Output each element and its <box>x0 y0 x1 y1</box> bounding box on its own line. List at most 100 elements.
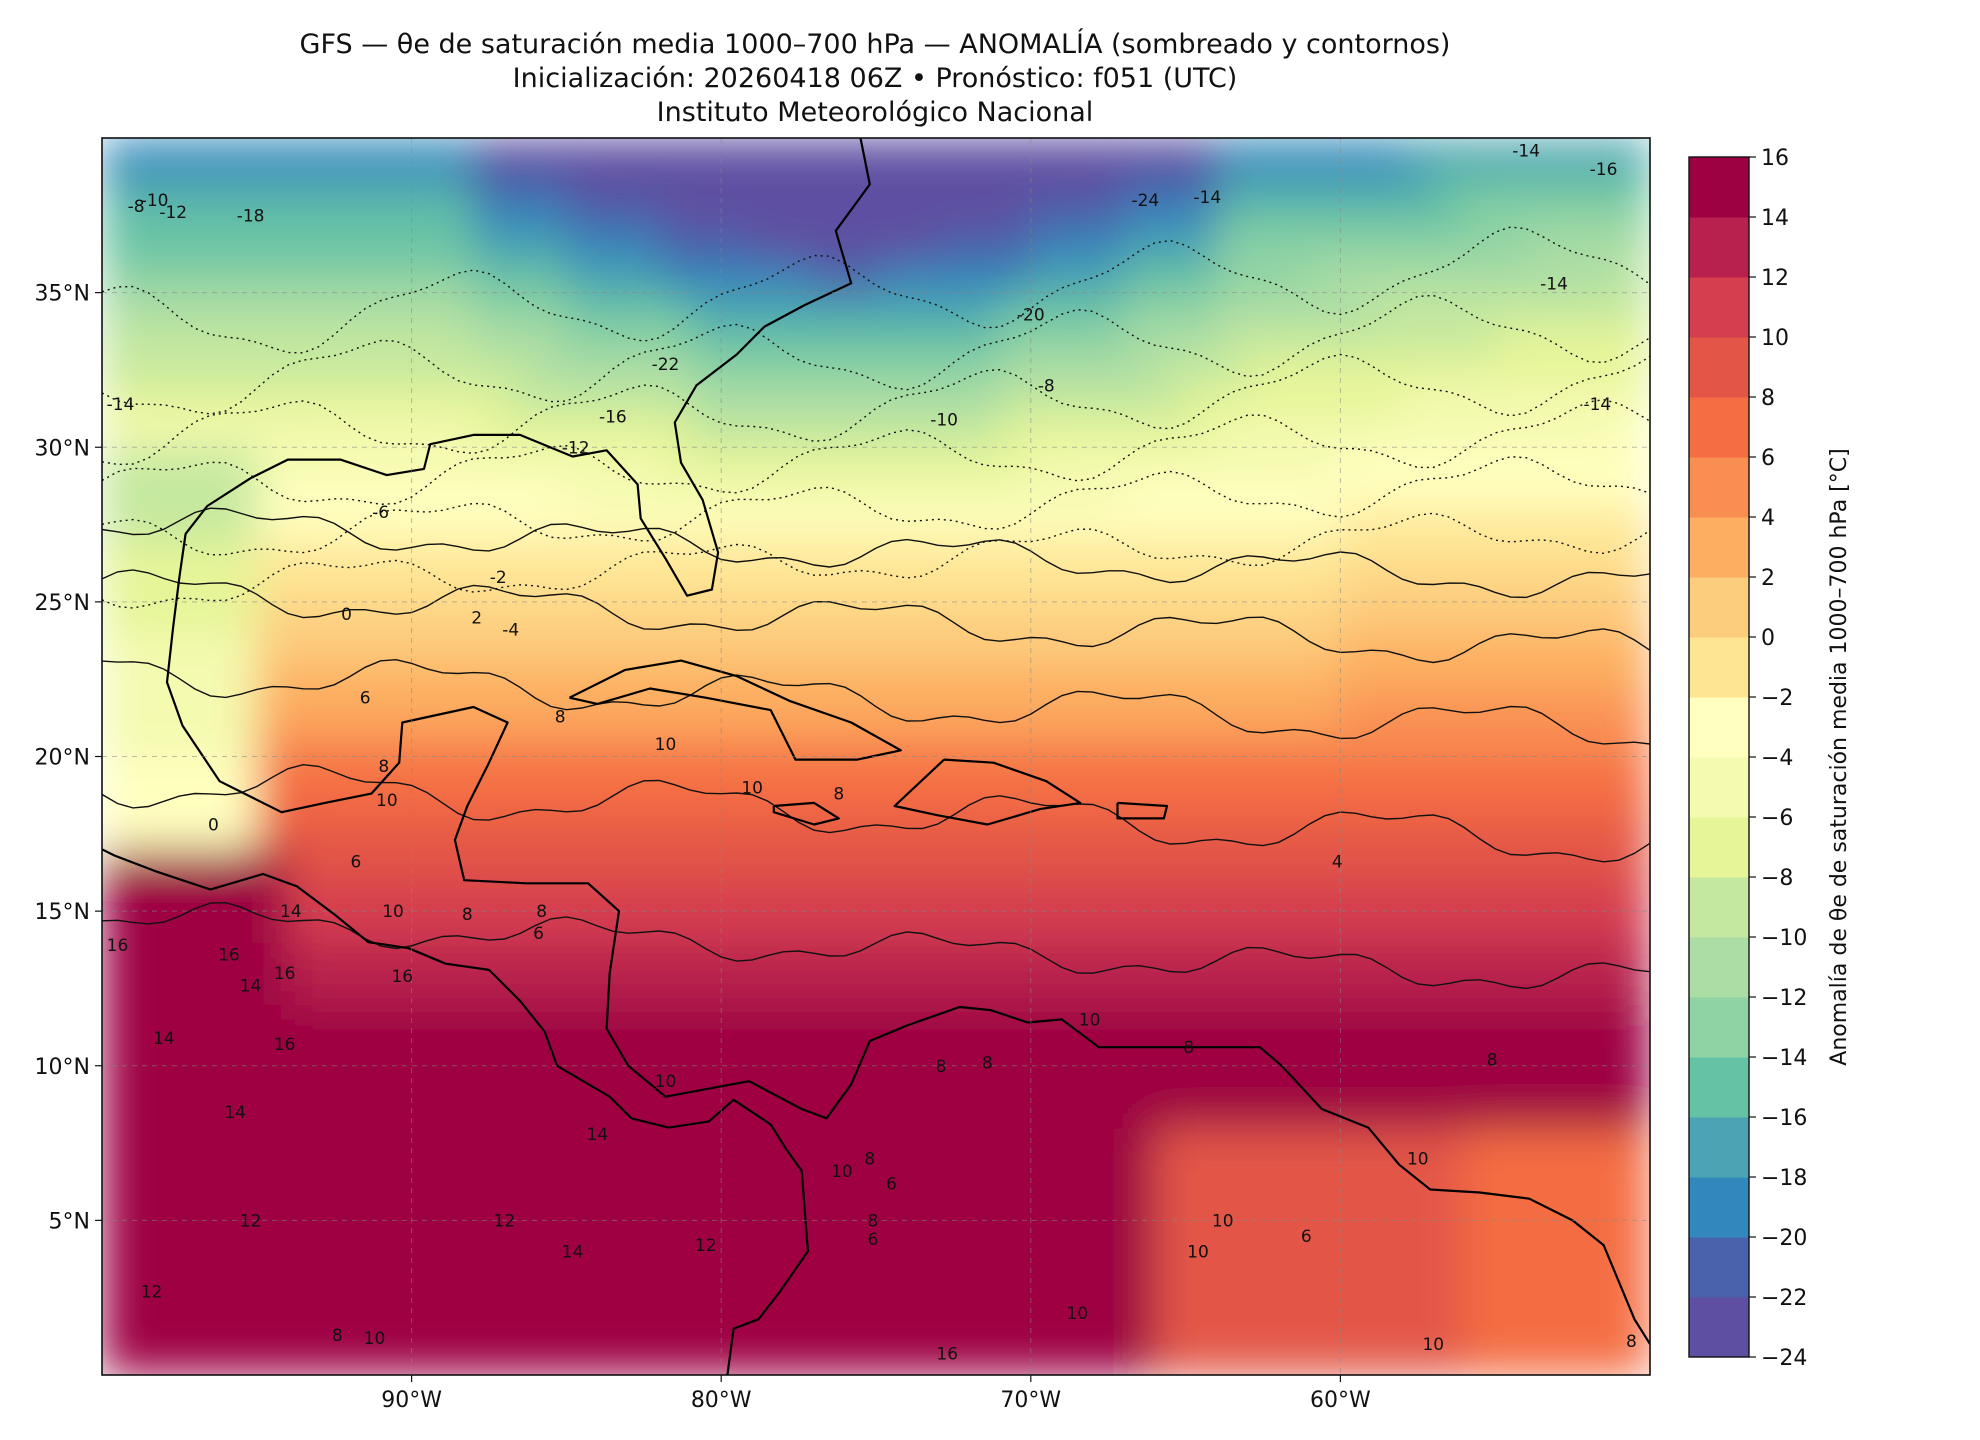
field-cell <box>597 1096 630 1129</box>
field-cell <box>628 478 661 511</box>
field-cell <box>628 1251 661 1284</box>
field-cell <box>690 1158 723 1191</box>
field-cell <box>380 1003 413 1036</box>
field-cell <box>1061 354 1094 387</box>
field-cell <box>1495 385 1528 418</box>
field-cell <box>225 1251 258 1284</box>
field-cell <box>225 1096 258 1129</box>
field-cell <box>473 663 506 696</box>
field-cell <box>1185 1251 1218 1284</box>
field-cell <box>752 725 785 758</box>
contour-label: 8 <box>1487 1051 1498 1071</box>
field-cell <box>783 1344 816 1375</box>
field-cell <box>535 354 568 387</box>
field-cell <box>535 1251 568 1284</box>
field-cell <box>473 849 506 882</box>
field-cell <box>473 416 506 449</box>
field-cell <box>225 1065 258 1098</box>
field-cell <box>1557 725 1590 758</box>
field-cell <box>721 880 754 913</box>
field-cell <box>1309 849 1342 882</box>
field-cell <box>845 1313 877 1346</box>
field-cell <box>442 1313 475 1346</box>
field-cell <box>814 1127 847 1160</box>
field-cell <box>876 138 908 170</box>
field-cell <box>1464 261 1497 294</box>
field-cell <box>1030 478 1063 511</box>
field-cell <box>535 601 568 634</box>
field-cell <box>1557 756 1590 789</box>
field-cell <box>380 1313 413 1346</box>
field-cell <box>1526 416 1559 449</box>
field-cell <box>1340 570 1373 603</box>
field-cell <box>1030 354 1063 387</box>
field-cell <box>628 447 661 480</box>
field-cell <box>1526 911 1559 944</box>
field-cell <box>1154 972 1187 1005</box>
lon-tick-label: 60°W <box>1310 1388 1371 1413</box>
field-cell <box>225 725 258 758</box>
field-cell <box>628 818 661 851</box>
field-cell <box>102 1344 134 1375</box>
field-cell <box>1495 354 1528 387</box>
field-cell <box>968 540 1001 572</box>
field-cell <box>783 1282 816 1315</box>
field-cell <box>256 818 289 851</box>
field-cell <box>597 663 630 696</box>
field-cell <box>876 1313 908 1346</box>
field-cell <box>876 1127 908 1160</box>
field-cell <box>411 323 444 356</box>
contour-label: -6 <box>372 503 389 523</box>
field-cell <box>1247 199 1280 232</box>
field-cell <box>999 385 1032 418</box>
field-cell <box>1526 601 1559 634</box>
contour-label: 8 <box>982 1054 993 1074</box>
field-cell <box>968 509 1001 542</box>
field-cell <box>1340 1065 1373 1098</box>
field-cell <box>1123 911 1156 944</box>
field-cell <box>937 725 970 758</box>
field-cell <box>1402 540 1435 572</box>
field-cell <box>1154 1189 1187 1222</box>
field-cell <box>1216 632 1249 665</box>
field-cell <box>380 818 413 851</box>
field-cell <box>1154 199 1187 232</box>
field-cell <box>194 1003 227 1036</box>
field-cell <box>1464 230 1497 263</box>
field-cell <box>1061 199 1094 232</box>
field-cell <box>1464 354 1497 387</box>
field-cell <box>1030 849 1063 882</box>
field-cell <box>968 725 1001 758</box>
field-cell <box>690 261 723 294</box>
field-cell <box>1278 972 1311 1005</box>
field-cell <box>256 416 289 449</box>
field-cell <box>937 261 970 294</box>
field-cell <box>1464 942 1497 974</box>
field-cell <box>1185 570 1218 603</box>
field-cell <box>1123 1096 1156 1129</box>
field-cell <box>690 1282 723 1315</box>
field-cell <box>1247 230 1280 263</box>
contour-label: 8 <box>378 757 389 777</box>
field-cell <box>783 1065 816 1098</box>
field-cell <box>999 725 1032 758</box>
field-cell <box>721 199 754 232</box>
field-cell <box>1402 756 1435 789</box>
field-cell <box>906 230 939 263</box>
field-cell <box>814 880 847 913</box>
field-cell <box>906 756 939 789</box>
field-cell <box>999 1034 1032 1067</box>
field-cell <box>1309 818 1342 851</box>
field-cell <box>442 1003 475 1036</box>
contour-label: 14 <box>280 902 302 922</box>
field-cell <box>1619 756 1650 789</box>
field-cell <box>1402 447 1435 480</box>
field-cell <box>318 1096 351 1129</box>
colorbar-bin <box>1689 457 1749 518</box>
field-cell <box>1433 1344 1466 1375</box>
field-cell <box>380 168 413 201</box>
field-cell <box>814 1251 847 1284</box>
field-cell <box>1278 632 1311 665</box>
colorbar-bin <box>1689 217 1749 278</box>
field-cell <box>473 1065 506 1098</box>
